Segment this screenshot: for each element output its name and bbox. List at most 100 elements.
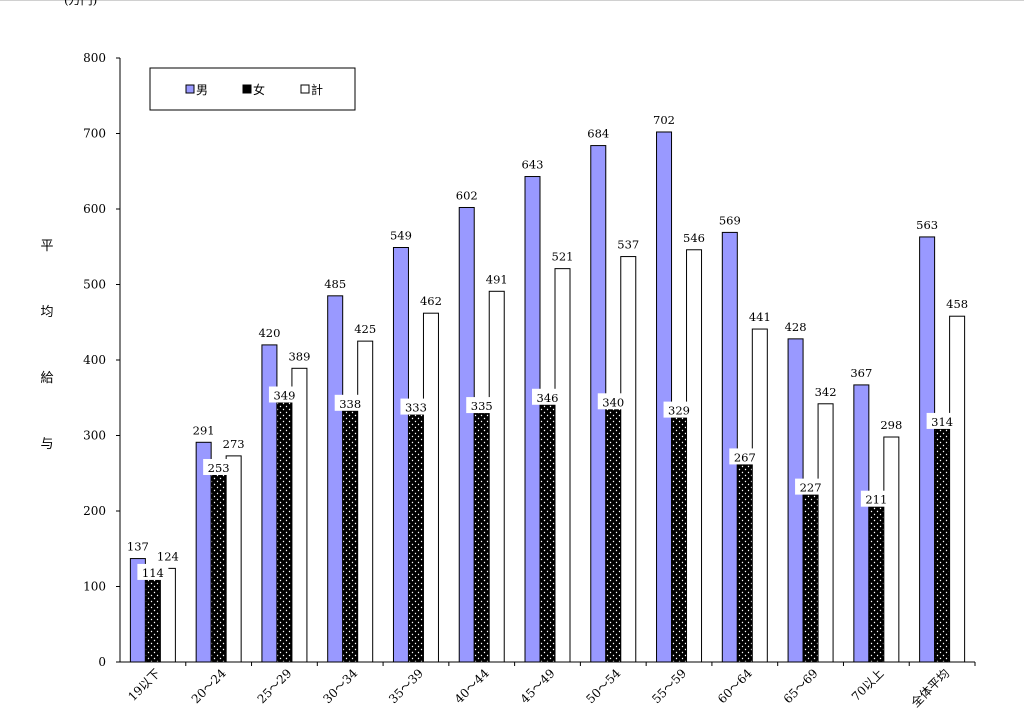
bar-total (751, 328, 768, 663)
data-label-bg (729, 448, 761, 465)
data-label-female: 114 (142, 566, 164, 580)
x-tick-label: 40～44 (452, 666, 492, 706)
data-label-female: 335 (471, 399, 493, 413)
y-axis-label-char: 平 (40, 239, 54, 254)
bar-female (539, 400, 556, 663)
legend-label-male: 男 (196, 83, 208, 97)
bar-male (853, 384, 870, 663)
data-label-female: 346 (537, 391, 559, 405)
data-label-total: 521 (552, 250, 574, 264)
data-label-male: 602 (456, 188, 478, 202)
bars (129, 131, 966, 663)
data-label-female: 253 (208, 461, 230, 475)
legend-swatch-male (185, 84, 195, 94)
data-label-bg (532, 388, 563, 405)
x-tick-label: 25～29 (255, 666, 295, 706)
legend-swatch-total (300, 84, 310, 94)
data-label-male: 420 (258, 326, 280, 340)
y-axis-label-char: 与 (40, 437, 54, 452)
data-label-bg (926, 412, 958, 429)
bar-male (195, 441, 212, 663)
data-label-total: 491 (486, 272, 508, 286)
bar-total (883, 436, 900, 663)
legend-label-total: 計 (311, 82, 323, 97)
y-axis-label-char: 均 (40, 305, 54, 320)
data-label-male: 702 (653, 113, 675, 127)
data-label-female: 267 (734, 450, 756, 464)
bar-male (721, 231, 738, 663)
bar-total (817, 403, 834, 663)
data-label-total: 441 (749, 310, 771, 324)
data-label-bg (663, 401, 695, 418)
x-tick-label: 50～54 (583, 666, 623, 706)
bar-total (357, 340, 374, 663)
bar-female (276, 398, 293, 663)
bar-male (392, 247, 409, 663)
data-label-bg (334, 394, 366, 411)
data-label-bg (137, 563, 169, 580)
y-tick-label: 700 (83, 127, 106, 141)
y-tick-label: 600 (83, 202, 106, 216)
x-tick-label: 55～59 (649, 666, 689, 706)
data-labels: 137 114 124 291 253 273 420 349 389 485 338 425 549 3… (127, 113, 968, 580)
data-label-male: 569 (719, 213, 741, 227)
data-label-female: 227 (800, 481, 822, 495)
bar-total (422, 312, 439, 663)
bar-female (342, 406, 359, 663)
y-tick-label: 0 (98, 655, 106, 669)
data-label-bg (860, 490, 892, 507)
bar-female (407, 410, 424, 663)
data-label-total: 425 (354, 322, 376, 336)
data-label-bg (466, 397, 498, 414)
bar-female (210, 470, 227, 663)
data-label-total: 124 (157, 549, 179, 563)
y-axis-label-char: 給 (40, 371, 54, 386)
y-tick-label: 300 (83, 429, 106, 443)
data-label-total: 273 (223, 437, 245, 451)
bar-total (686, 249, 703, 663)
data-label-bg (400, 398, 432, 415)
bar-female (868, 502, 885, 663)
data-label-bg (203, 458, 235, 475)
x-tick-label: 45～49 (518, 666, 558, 706)
bar-total (488, 290, 505, 663)
legend: 男女計 (149, 67, 356, 111)
data-label-female: 333 (405, 401, 427, 415)
y-axis-label: 平 均 給 与 (36, 235, 58, 499)
bar-total (159, 567, 176, 663)
bar-male (327, 295, 344, 663)
data-label-female: 340 (602, 395, 624, 409)
x-tick-label: 全体平均 (908, 666, 953, 711)
x-tick-label: 60～64 (715, 666, 755, 706)
data-label-female: 329 (668, 404, 690, 418)
x-tick-label: 35～39 (386, 666, 426, 706)
data-label-total: 298 (880, 418, 902, 432)
x-tick-label: 70以上 (849, 666, 887, 704)
legend-swatch-female (242, 84, 252, 94)
bar-male (787, 338, 804, 663)
data-label-male: 291 (193, 423, 215, 437)
y-tick-label: 100 (83, 580, 106, 594)
bar-male (656, 131, 673, 663)
data-label-male: 563 (916, 218, 938, 232)
data-label-bg (597, 393, 629, 410)
unit-label: (万円) (64, 0, 98, 7)
y-tick-label: 200 (83, 504, 106, 518)
bar-total (949, 315, 966, 663)
bar-female (802, 490, 819, 663)
bar-female (736, 459, 753, 663)
bar-female (934, 424, 951, 663)
data-label-total: 546 (683, 231, 705, 245)
y-tick-label: 400 (83, 353, 106, 367)
data-label-total: 342 (815, 385, 837, 399)
bar-male (458, 206, 475, 663)
x-tick-label: 20～24 (189, 666, 229, 706)
y-tick-label: 800 (83, 51, 106, 65)
bar-male (524, 176, 541, 663)
data-label-male: 428 (785, 320, 807, 334)
data-label-total: 389 (288, 349, 310, 363)
bar-female (605, 404, 622, 663)
bar-male (919, 236, 936, 663)
